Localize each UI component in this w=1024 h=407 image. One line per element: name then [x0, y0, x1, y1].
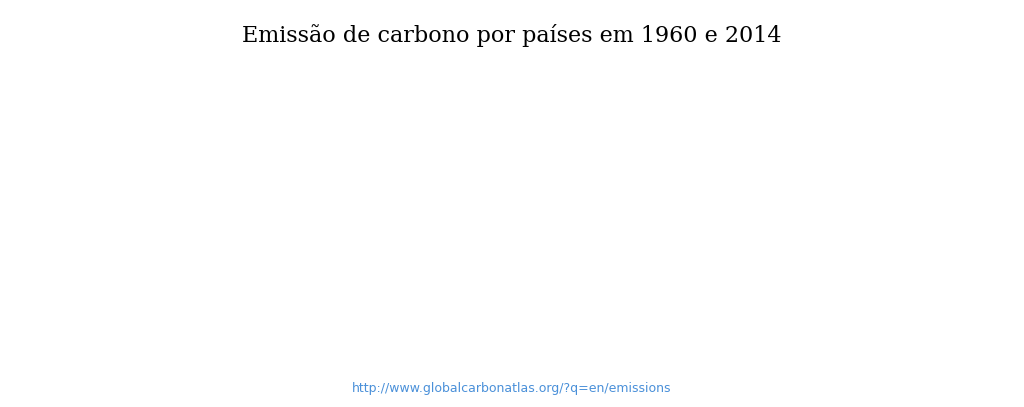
Text: Emissão de carbono por países em 1960 e 2014: Emissão de carbono por países em 1960 e …	[243, 24, 781, 48]
Text: http://www.globalcarbonatlas.org/?q=en/emissions: http://www.globalcarbonatlas.org/?q=en/e…	[352, 382, 672, 395]
